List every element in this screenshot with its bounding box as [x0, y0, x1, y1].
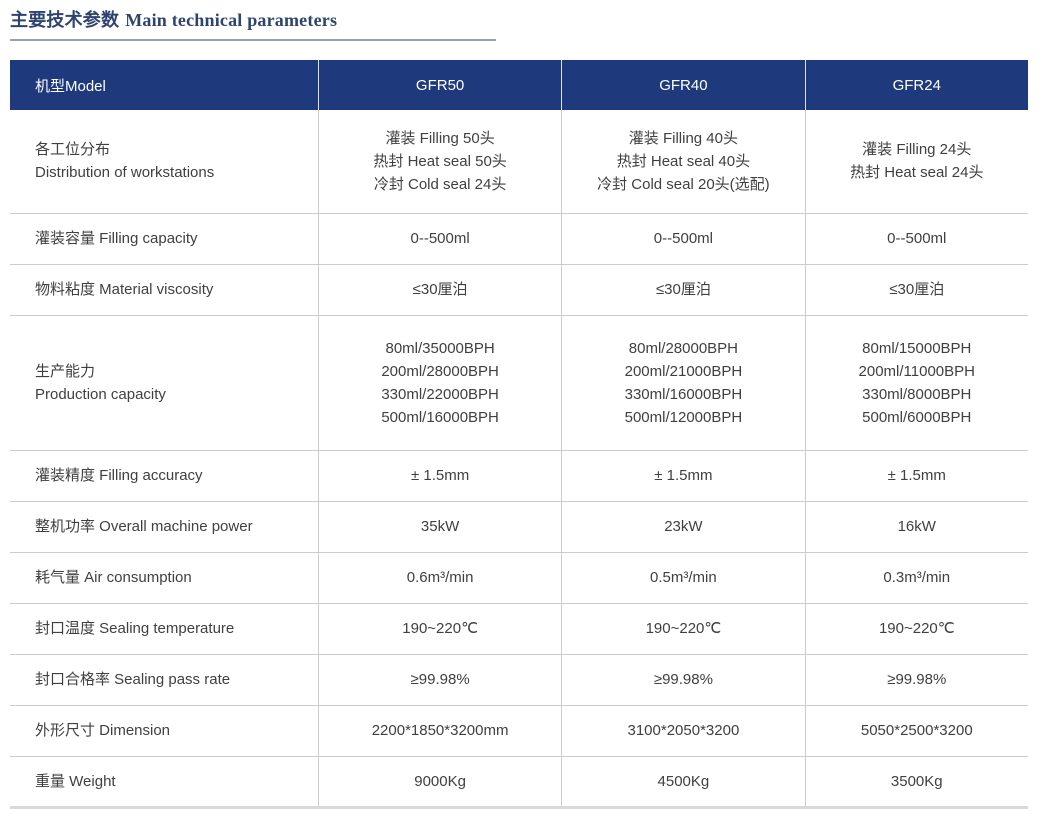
cell-value: 4500Kg	[561, 755, 806, 807]
cell-value: 5050*2500*3200	[804, 704, 1028, 756]
cell-value: 灌装 Filling 50头 热封 Heat seal 50头 冷封 Cold se…	[317, 110, 562, 213]
cell-value: 80ml/28000BPH 200ml/21000BPH 330ml/16000BP…	[561, 314, 806, 450]
cell-value: ≥99.98%	[804, 653, 1028, 705]
table-row: 生产能力 Production capacity 80ml/35000BPH 200m…	[10, 314, 1028, 450]
row-label: 封口合格率 Sealing pass rate	[10, 653, 319, 705]
row-label: 重量 Weight	[10, 755, 319, 807]
cell-value: 190~220℃	[804, 602, 1028, 654]
cell-value: 0.5m³/min	[561, 551, 806, 603]
cell-value: 3100*2050*3200	[561, 704, 806, 756]
header-model-gfr40: GFR40	[561, 60, 806, 110]
cell-value: 16kW	[804, 500, 1028, 552]
page-title-zh: 主要技术参数	[10, 10, 120, 30]
cell-value: ≤30厘泊	[561, 263, 806, 315]
table-row: 各工位分布 Distribution of workstations 灌装 Fill…	[10, 110, 1028, 213]
cell-value: 灌装 Filling 24头 热封 Heat seal 24头	[804, 110, 1028, 213]
table-header: 机型Model GFR50 GFR40 GFR24	[10, 60, 1028, 110]
cell-value: 0.6m³/min	[317, 551, 562, 603]
table-row: 灌装容量 Filling capacity 0--500ml 0--500ml 0--…	[10, 212, 1028, 264]
cell-value: 0.3m³/min	[804, 551, 1028, 603]
header-row: 机型Model GFR50 GFR40 GFR24	[10, 60, 1028, 110]
row-label: 物料粘度 Material viscosity	[10, 263, 319, 315]
table-row: 封口合格率 Sealing pass rate ≥99.98% ≥99.98% ≥99…	[10, 653, 1028, 705]
table-body: 各工位分布 Distribution of workstations 灌装 Fill…	[10, 110, 1028, 807]
cell-value: 0--500ml	[561, 212, 806, 264]
cell-value: ± 1.5mm	[804, 449, 1028, 501]
table-row: 外形尺寸 Dimension 2200*1850*3200mm 3100*2050*…	[10, 704, 1028, 756]
cell-value: ≤30厘泊	[804, 263, 1028, 315]
row-label: 灌装精度 Filling accuracy	[10, 449, 319, 501]
row-label: 灌装容量 Filling capacity	[10, 212, 319, 264]
header-model-label: 机型Model	[10, 60, 319, 110]
page-title: 主要技术参数 Main technical parameters	[10, 6, 496, 41]
table-row: 封口温度 Sealing temperature 190~220℃ 190~220℃…	[10, 602, 1028, 654]
row-label: 生产能力 Production capacity	[10, 314, 319, 450]
header-model-gfr24: GFR24	[804, 60, 1028, 110]
cell-value: 9000Kg	[317, 755, 562, 807]
cell-value: 80ml/15000BPH 200ml/11000BPH 330ml/8000BPH…	[804, 314, 1028, 450]
cell-value: 190~220℃	[561, 602, 806, 654]
cell-value: 2200*1850*3200mm	[317, 704, 562, 756]
table-row: 物料粘度 Material viscosity ≤30厘泊 ≤30厘泊 ≤30厘泊	[10, 263, 1028, 315]
cell-value: ± 1.5mm	[561, 449, 806, 501]
row-label: 整机功率 Overall machine power	[10, 500, 319, 552]
cell-value: ≥99.98%	[317, 653, 562, 705]
row-label: 封口温度 Sealing temperature	[10, 602, 319, 654]
cell-value: 80ml/35000BPH 200ml/28000BPH 330ml/22000BP…	[317, 314, 562, 450]
technical-parameters-table: 机型Model GFR50 GFR40 GFR24 各工位分布 Distribut…	[10, 60, 1028, 809]
table-row: 耗气量 Air consumption 0.6m³/min 0.5m³/min 0.3…	[10, 551, 1028, 603]
table-row: 重量 Weight 9000Kg 4500Kg 3500Kg	[10, 755, 1028, 807]
page-title-en: Main technical parameters	[125, 10, 338, 30]
cell-value: 23kW	[561, 500, 806, 552]
row-label: 外形尺寸 Dimension	[10, 704, 319, 756]
cell-value: 0--500ml	[804, 212, 1028, 264]
row-label: 各工位分布 Distribution of workstations	[10, 110, 319, 213]
cell-value: 3500Kg	[804, 755, 1028, 807]
cell-value: 灌装 Filling 40头 热封 Heat seal 40头 冷封 Cold se…	[561, 110, 806, 213]
row-label: 耗气量 Air consumption	[10, 551, 319, 603]
table-row: 整机功率 Overall machine power 35kW 23kW 16kW	[10, 500, 1028, 552]
cell-value: 0--500ml	[317, 212, 562, 264]
cell-value: ± 1.5mm	[317, 449, 562, 501]
cell-value: ≥99.98%	[561, 653, 806, 705]
header-model-gfr50: GFR50	[317, 60, 562, 110]
table-row: 灌装精度 Filling accuracy ± 1.5mm ± 1.5mm ± 1.5…	[10, 449, 1028, 501]
cell-value: 190~220℃	[317, 602, 562, 654]
cell-value: 35kW	[317, 500, 562, 552]
cell-value: ≤30厘泊	[317, 263, 562, 315]
